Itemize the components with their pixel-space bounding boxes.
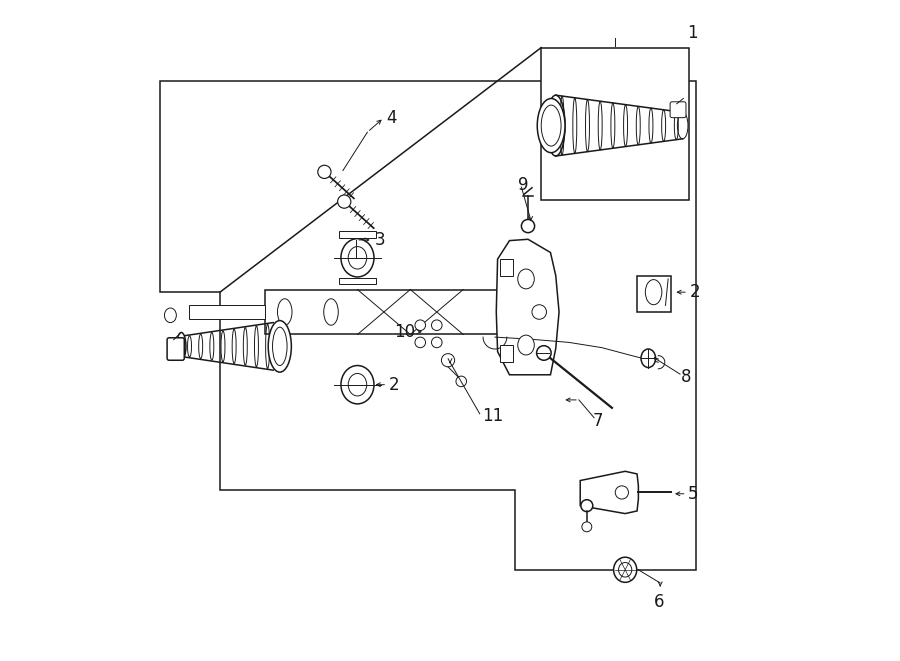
Ellipse shape [176,332,186,360]
Ellipse shape [456,376,466,387]
Text: 4: 4 [386,108,396,127]
Ellipse shape [678,112,688,139]
Ellipse shape [415,320,426,330]
Ellipse shape [415,337,426,348]
Ellipse shape [521,219,535,233]
Bar [265,290,556,334]
Text: 1: 1 [687,24,698,42]
Ellipse shape [536,346,551,360]
Bar [189,305,265,319]
Ellipse shape [268,321,292,372]
FancyBboxPatch shape [167,338,184,360]
Ellipse shape [341,366,374,404]
Polygon shape [160,81,696,570]
Text: 8: 8 [681,368,692,386]
Ellipse shape [518,335,535,355]
Ellipse shape [324,299,338,325]
Text: 7: 7 [593,412,603,430]
Ellipse shape [518,269,535,289]
Polygon shape [541,48,689,200]
Ellipse shape [348,247,366,269]
Polygon shape [496,239,559,375]
Ellipse shape [277,299,292,325]
Ellipse shape [614,557,636,582]
Ellipse shape [431,337,442,348]
Ellipse shape [641,349,655,368]
Text: 2: 2 [389,375,400,394]
Bar [500,259,513,276]
Text: 6: 6 [653,592,664,611]
Text: 11: 11 [482,407,503,426]
Ellipse shape [338,195,351,208]
Text: 9: 9 [518,176,528,194]
Ellipse shape [618,563,632,577]
Bar [637,276,671,312]
Ellipse shape [532,305,546,319]
Ellipse shape [273,327,287,366]
Ellipse shape [431,320,442,330]
Ellipse shape [441,354,454,367]
Ellipse shape [537,98,565,153]
Bar [339,278,376,284]
Bar [500,345,513,362]
Ellipse shape [582,522,592,531]
Ellipse shape [645,280,662,305]
Text: 3: 3 [374,231,385,249]
Text: 2: 2 [689,283,700,301]
Bar [339,231,376,238]
Ellipse shape [341,239,374,277]
Text: 5: 5 [688,485,698,503]
Polygon shape [580,471,638,514]
Ellipse shape [318,165,331,178]
Text: 10: 10 [394,323,415,341]
Ellipse shape [165,308,176,323]
Ellipse shape [546,95,565,156]
Ellipse shape [580,500,593,512]
Ellipse shape [348,373,366,396]
FancyBboxPatch shape [670,102,686,118]
Ellipse shape [616,486,628,499]
Ellipse shape [541,105,561,146]
